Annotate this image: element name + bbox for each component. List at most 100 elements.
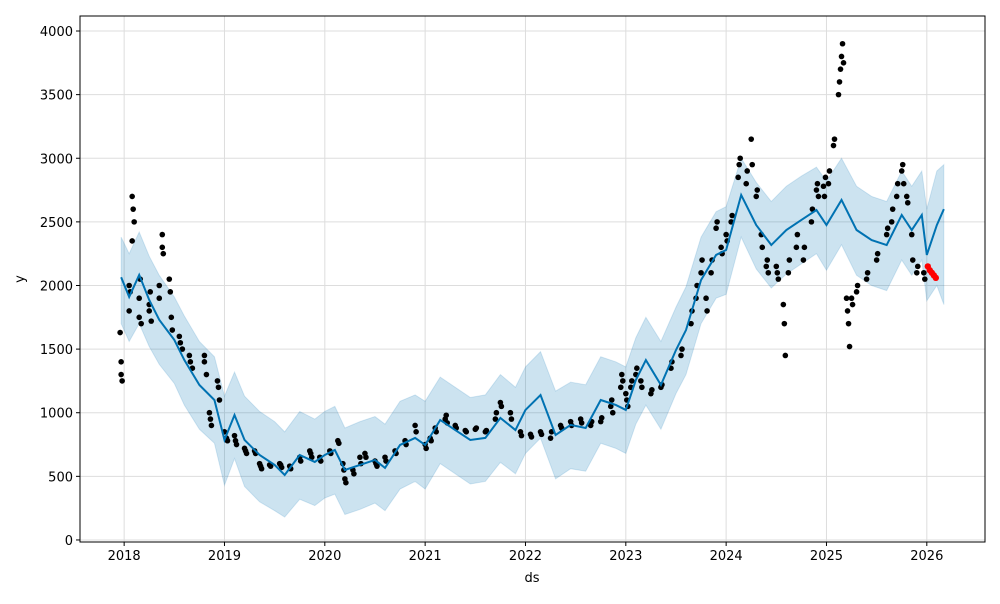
observed-point — [201, 359, 208, 365]
observed-point — [786, 257, 793, 263]
observed-point — [888, 219, 895, 225]
observed-point — [849, 301, 856, 308]
observed-point — [483, 427, 490, 434]
observed-point — [131, 219, 137, 225]
x-tick-label: 2020 — [308, 549, 341, 564]
observed-point — [920, 269, 927, 276]
observed-point — [138, 320, 145, 327]
observed-point — [735, 174, 741, 181]
observed-point — [160, 250, 167, 257]
actual-future-point — [932, 274, 940, 282]
observed-point — [148, 318, 155, 324]
observed-point — [357, 454, 363, 461]
observed-point — [343, 479, 349, 486]
observed-point — [765, 269, 772, 276]
observed-point — [233, 441, 240, 448]
plot-frame — [79, 15, 986, 543]
observed-point — [825, 180, 832, 187]
observed-point — [898, 168, 905, 174]
y-tick-label: 3500 — [40, 89, 73, 104]
observed-point — [813, 187, 820, 193]
observed-point — [743, 180, 750, 187]
observed-point — [831, 136, 838, 142]
observed-point — [838, 53, 845, 60]
observed-point — [336, 440, 342, 447]
observed-point — [922, 276, 928, 282]
observed-point — [900, 180, 907, 187]
observed-point — [156, 295, 163, 302]
observed-point — [547, 435, 554, 441]
observed-point — [840, 60, 847, 66]
observed-point — [176, 333, 183, 340]
observed-point — [129, 193, 135, 200]
observed-point — [763, 263, 770, 270]
observed-point — [578, 420, 585, 426]
observed-point — [538, 431, 545, 438]
observed-point — [623, 390, 629, 397]
observed-point — [744, 168, 751, 174]
observed-point — [703, 295, 709, 302]
observed-point — [638, 378, 644, 384]
observed-point — [278, 464, 285, 471]
observed-point — [883, 231, 890, 238]
observed-point — [179, 346, 186, 352]
grid — [80, 16, 985, 542]
observed-point — [820, 183, 827, 190]
observed-point — [908, 231, 915, 238]
observed-point — [118, 371, 124, 378]
observed-point — [607, 403, 614, 410]
observed-point — [186, 352, 193, 359]
observed-point — [736, 161, 742, 168]
observed-point — [215, 384, 222, 391]
observed-point — [297, 458, 304, 464]
x-tick-label: 2019 — [208, 549, 241, 564]
observed-point — [159, 231, 166, 238]
observed-point — [844, 308, 851, 314]
observed-point — [231, 432, 238, 439]
observed-point — [837, 66, 844, 72]
y-tick-label: 2000 — [40, 279, 73, 294]
observed-point — [914, 263, 921, 270]
observed-point — [748, 136, 755, 142]
y-tick-label: 0 — [65, 534, 73, 549]
actual-future-points — [924, 263, 940, 282]
observed-point — [374, 463, 380, 469]
observed-point — [904, 199, 911, 206]
y-tick-label: 1000 — [40, 407, 73, 422]
observed-point — [801, 244, 808, 251]
observed-point — [413, 429, 419, 435]
observed-point — [649, 387, 655, 393]
observed-point — [634, 365, 640, 371]
observed-point — [166, 276, 173, 282]
observed-point — [836, 79, 843, 85]
observed-point — [208, 422, 215, 429]
observed-point — [129, 238, 135, 244]
observed-point — [874, 250, 881, 257]
observed-point — [854, 282, 861, 289]
observed-point — [864, 269, 871, 276]
observed-point — [507, 409, 514, 416]
observed-point — [492, 416, 499, 422]
observed-point — [136, 295, 142, 302]
observed-point — [737, 155, 743, 162]
observed-point — [775, 276, 782, 282]
observed-point — [814, 180, 821, 187]
observed-point — [609, 409, 616, 416]
observed-point — [258, 465, 265, 472]
observed-point — [853, 289, 860, 295]
observed-point — [893, 193, 900, 200]
observed-point — [473, 425, 480, 431]
observed-point — [126, 308, 132, 314]
observed-point — [835, 91, 842, 98]
observed-point — [845, 320, 852, 327]
observed-point — [679, 346, 685, 352]
observed-point — [428, 437, 434, 444]
observed-point — [119, 378, 125, 384]
x-tick-label: 2026 — [910, 549, 943, 564]
observed-point — [187, 359, 194, 365]
x-tick-label: 2018 — [108, 549, 141, 564]
observed-point — [147, 289, 154, 295]
observed-point — [723, 231, 729, 238]
observed-point — [913, 269, 920, 276]
